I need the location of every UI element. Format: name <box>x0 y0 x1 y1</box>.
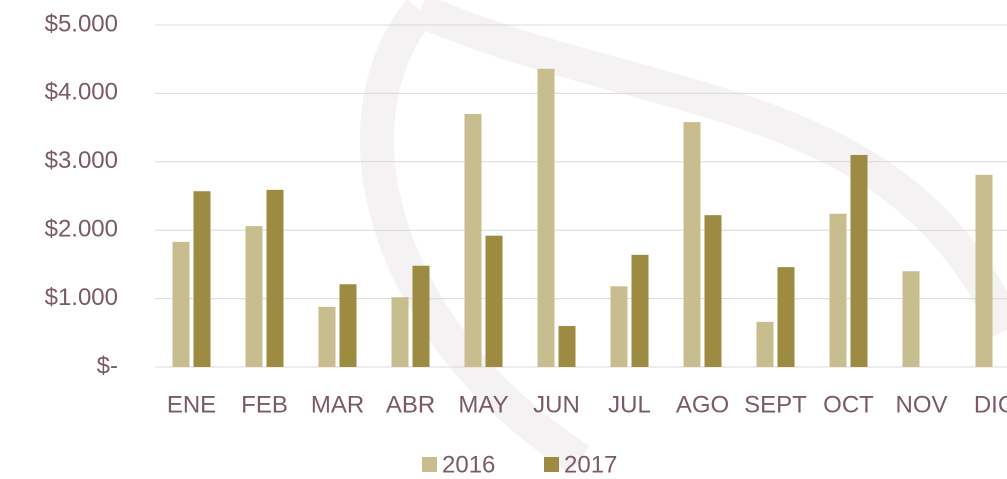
bar <box>705 215 722 367</box>
legend-swatch <box>544 457 559 472</box>
bar <box>340 284 357 367</box>
bar <box>611 286 628 367</box>
y-tick-label: $5.000 <box>45 10 118 37</box>
x-tick-label: NOV <box>895 391 947 418</box>
x-tick-label: FEB <box>241 391 288 418</box>
legend-swatch <box>422 457 437 472</box>
bar <box>684 122 701 367</box>
x-tick-label: JUN <box>533 391 580 418</box>
x-tick-label: MAY <box>458 391 508 418</box>
bar <box>465 114 482 367</box>
bar <box>778 267 795 367</box>
x-tick-label: SEPT <box>744 391 807 418</box>
legend-label: 2017 <box>564 451 617 478</box>
y-tick-label: $4.000 <box>45 79 118 106</box>
bar <box>538 69 555 367</box>
x-tick-label: JUL <box>608 391 651 418</box>
bar <box>486 236 503 367</box>
x-tick-label: ABR <box>386 391 435 418</box>
x-tick-label: OCT <box>823 391 874 418</box>
x-tick-label: DIC <box>974 391 1007 418</box>
bar <box>246 226 263 367</box>
bar <box>413 266 430 367</box>
bar <box>267 190 284 367</box>
y-tick-label: $3.000 <box>45 147 118 174</box>
bar <box>851 155 868 367</box>
x-tick-label: AGO <box>676 391 729 418</box>
y-tick-label: $- <box>97 352 118 379</box>
bar <box>173 242 190 367</box>
bar <box>976 175 993 367</box>
y-tick-label: $1.000 <box>45 284 118 311</box>
bar <box>319 307 336 367</box>
bar <box>757 322 774 367</box>
x-tick-label: MAR <box>311 391 364 418</box>
bar <box>903 271 920 367</box>
bar <box>194 191 211 367</box>
bar <box>559 326 576 367</box>
bar <box>632 255 649 367</box>
x-tick-label: ENE <box>167 391 216 418</box>
bar <box>392 297 409 367</box>
chart: $- $1.000 $2.000 $3.000 $4.000 $5.000 ENE FEB MA… <box>0 0 1007 479</box>
y-tick-label: $2.000 <box>45 216 118 243</box>
bar <box>830 214 847 367</box>
legend-label: 2016 <box>442 451 495 478</box>
